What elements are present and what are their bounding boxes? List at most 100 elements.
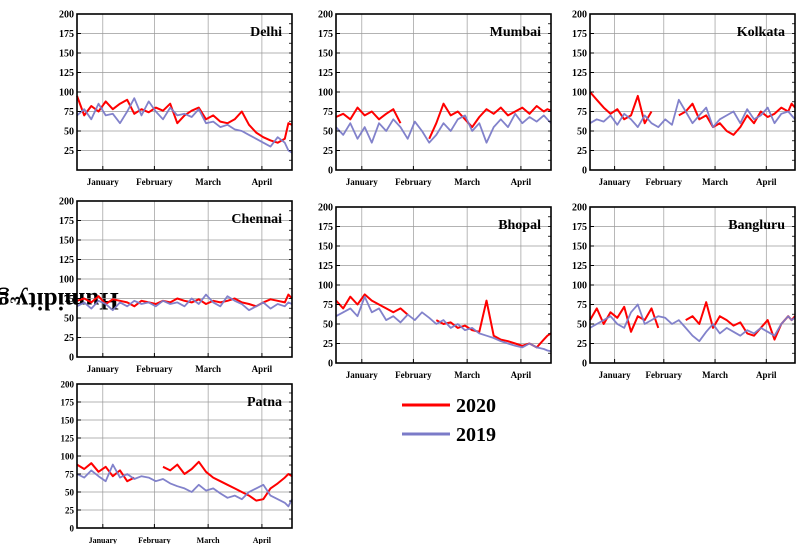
x-tick-label: February — [395, 370, 432, 380]
y-tick-label: 0 — [70, 524, 75, 534]
x-tick-label: March — [195, 364, 221, 374]
x-tick-label: January — [346, 370, 379, 380]
panel-bangluru: 0 25 50 75 100 125 150 175 200 January February Mar… — [572, 203, 796, 380]
x-tick-label: March — [702, 370, 728, 380]
y-tick-label: 150 — [572, 242, 587, 253]
y-tick-label: 200 — [318, 203, 333, 214]
y-tick-label: 100 — [318, 88, 333, 99]
series-line-2020 — [335, 102, 552, 140]
y-tick-label: 50 — [577, 320, 587, 331]
y-tick-label: 150 — [61, 416, 75, 426]
series-line-2020 — [335, 293, 552, 349]
x-tick-label: March — [454, 177, 480, 187]
y-tick-label: 100 — [59, 275, 74, 286]
legend-label-2020: 2020 — [456, 395, 496, 417]
panel-delhi: 25 50 75 100 125 150 175 200 January February Marc… — [59, 10, 293, 187]
y-tick-label: 25 — [323, 146, 333, 157]
y-tick-label: 150 — [318, 49, 333, 60]
y-tick-label: 0 — [328, 359, 333, 370]
y-tick-label: 75 — [577, 300, 587, 311]
panel-title: Patna — [247, 395, 282, 410]
x-tick-label: March — [195, 177, 221, 187]
y-tick-label: 0 — [582, 359, 587, 370]
x-tick-label: April — [511, 177, 532, 187]
series-line-2019 — [335, 295, 552, 353]
y-tick-label: 25 — [64, 146, 74, 157]
y-tick-label: 100 — [572, 281, 587, 292]
legend: 2020 2019 — [402, 395, 496, 446]
y-tick-label: 150 — [59, 236, 74, 247]
y-tick-label: 75 — [577, 107, 587, 118]
y-tick-label: 25 — [577, 146, 587, 157]
y-tick-label: 175 — [61, 398, 75, 408]
x-tick-label: January — [599, 370, 632, 380]
x-tick-label: March — [702, 177, 728, 187]
y-tick-label: 125 — [318, 261, 333, 272]
y-tick-label: 125 — [61, 434, 75, 444]
panel-title: Bhopal — [498, 218, 541, 233]
y-tick-label: 0 — [328, 166, 333, 177]
x-tick-label: February — [136, 177, 173, 187]
x-tick-label: April — [756, 177, 777, 187]
y-tick-label: 25 — [323, 339, 333, 350]
series-line-2019 — [589, 303, 796, 343]
x-tick-label: April — [511, 370, 532, 380]
panel-kolkata: 0 25 50 75 100 125 150 175 200 January February Mar… — [572, 10, 796, 187]
series-line-2019 — [76, 97, 293, 154]
y-tick-label: 100 — [318, 281, 333, 292]
y-tick-label: 25 — [64, 333, 74, 344]
panel-title: Mumbai — [490, 25, 541, 40]
y-tick-label: 25 — [577, 339, 587, 350]
panel-chennai: 0 25 50 75 100 125 150 175 200 January February Mar… — [59, 197, 293, 374]
y-tick-label: 125 — [318, 68, 333, 79]
y-tick-label: 125 — [59, 68, 74, 79]
y-tick-label: 150 — [318, 242, 333, 253]
series-line-2019 — [76, 293, 293, 312]
panel-title: Bangluru — [728, 218, 785, 233]
series-line-2020 — [76, 460, 293, 502]
y-tick-label: 125 — [572, 68, 587, 79]
y-tick-label: 100 — [61, 452, 75, 462]
x-tick-label: February — [138, 536, 170, 544]
y-tick-label: 75 — [64, 294, 74, 305]
x-tick-label: January — [87, 177, 120, 187]
panel-patna: 0 25 50 75 100 125 150 175 200 January February Mar… — [61, 380, 293, 544]
y-tick-label: 150 — [572, 49, 587, 60]
y-tick-label: 0 — [582, 166, 587, 177]
y-tick-label: 200 — [572, 10, 587, 21]
legend-label-2019: 2019 — [456, 424, 496, 446]
series-line-2019 — [589, 98, 796, 128]
panel-title: Chennai — [231, 212, 282, 227]
series-line-2020 — [76, 95, 293, 144]
x-tick-label: February — [646, 370, 683, 380]
y-tick-label: 175 — [59, 216, 74, 227]
y-tick-label: 200 — [61, 380, 75, 390]
y-tick-label: 50 — [64, 314, 74, 325]
y-tick-label: 200 — [59, 10, 74, 21]
panel-bhopal: 0 25 50 75 100 125 150 175 200 January February Mar… — [318, 203, 552, 380]
y-tick-label: 50 — [323, 320, 333, 331]
x-tick-label: April — [756, 370, 777, 380]
x-tick-label: April — [252, 364, 273, 374]
x-tick-label: January — [89, 536, 117, 544]
x-tick-label: February — [646, 177, 683, 187]
x-tick-label: January — [346, 177, 379, 187]
x-tick-label: March — [197, 536, 221, 544]
y-tick-label: 75 — [323, 300, 333, 311]
y-tick-label: 125 — [572, 261, 587, 272]
y-tick-label: 125 — [59, 255, 74, 266]
y-tick-label: 175 — [318, 222, 333, 233]
series-line-2020 — [589, 301, 796, 341]
x-tick-label: March — [454, 370, 480, 380]
y-tick-label: 75 — [64, 107, 74, 118]
y-tick-label: 175 — [318, 29, 333, 40]
y-tick-label: 175 — [572, 29, 587, 40]
series-line-2019 — [76, 463, 293, 508]
x-tick-label: February — [136, 364, 173, 374]
panel-title: Kolkata — [737, 25, 785, 40]
x-tick-label: January — [599, 177, 632, 187]
series-line-2020 — [589, 91, 796, 136]
y-tick-label: 25 — [65, 506, 75, 516]
y-tick-label: 175 — [59, 29, 74, 40]
